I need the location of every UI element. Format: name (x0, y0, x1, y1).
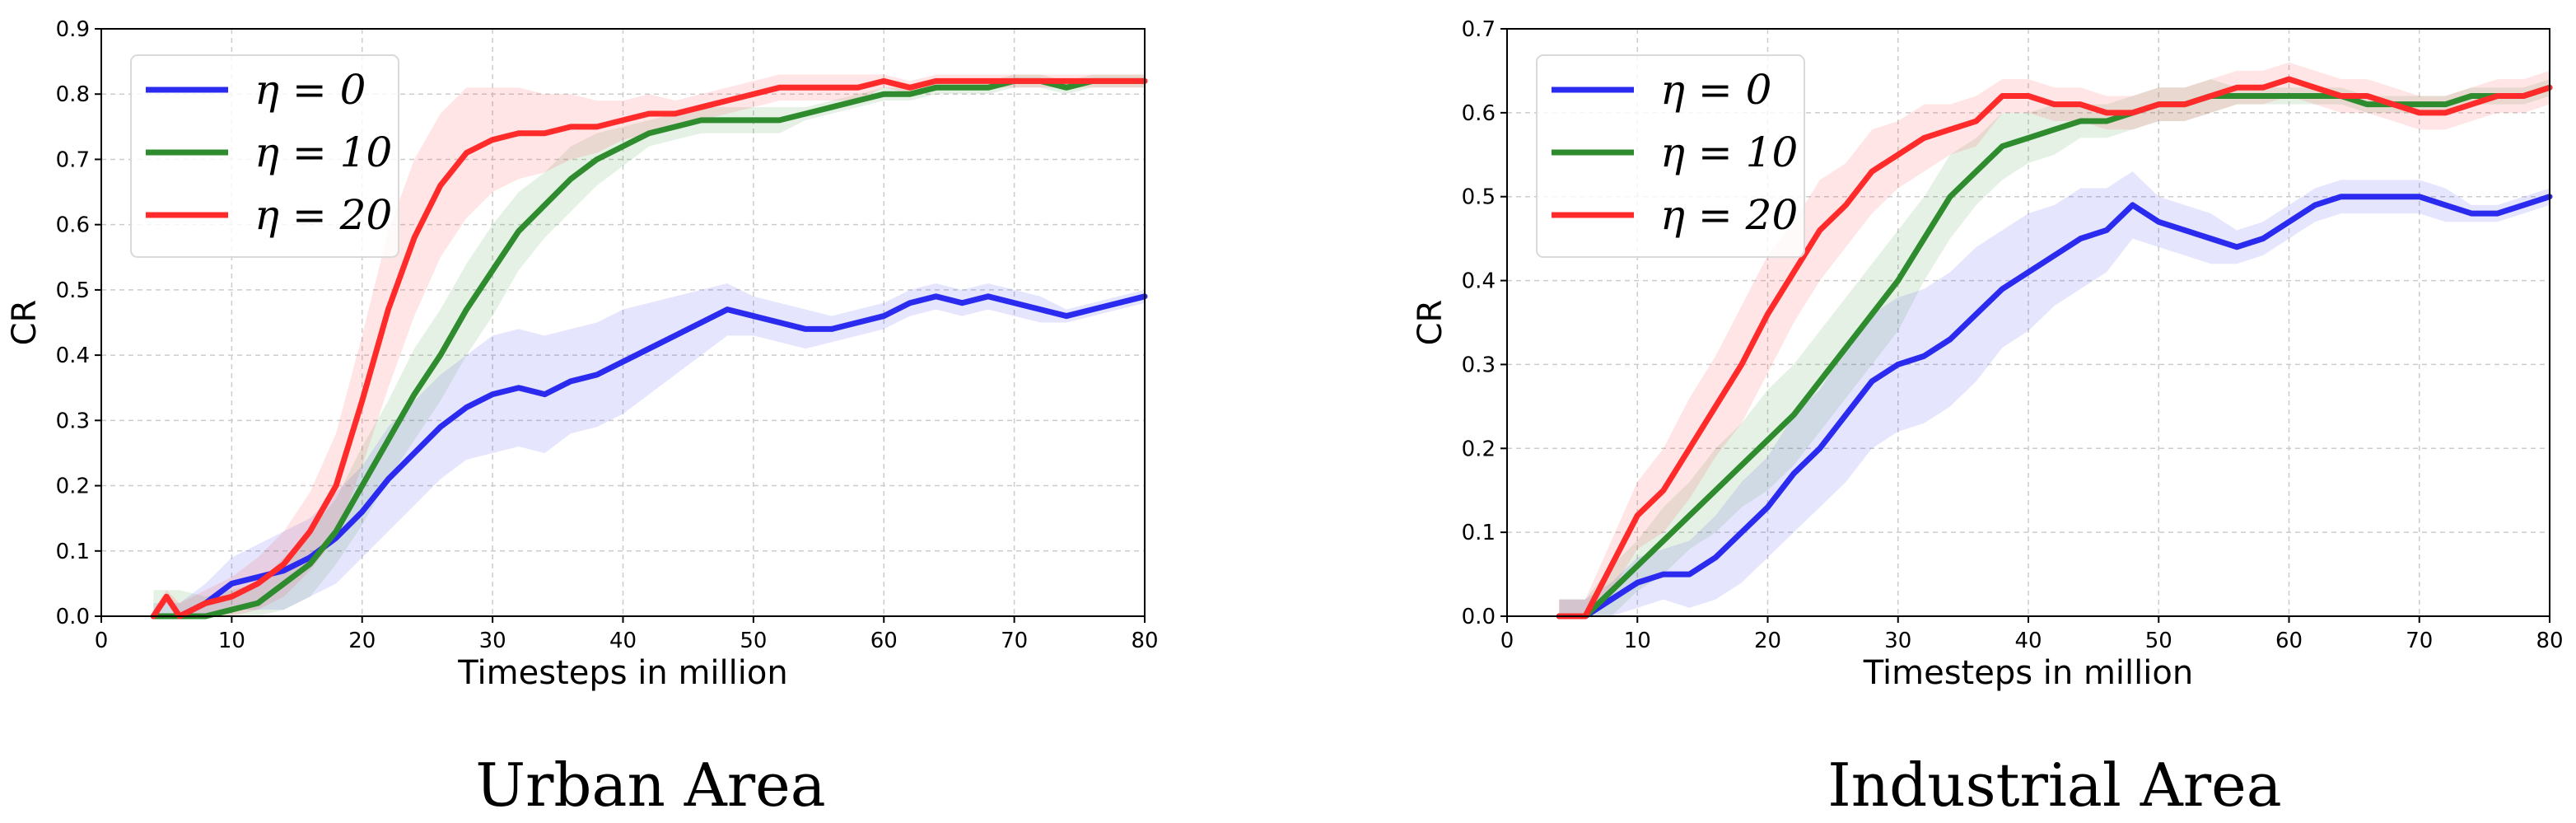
x-tick-label: 30 (1884, 629, 1911, 653)
series-line-20 (150, 77, 1148, 620)
x-axis-label: Timesteps in million (457, 654, 787, 692)
x-tick-label: 50 (740, 629, 767, 653)
y-tick-label: 0.9 (56, 17, 90, 42)
series-line-20 (1556, 76, 2553, 620)
series-band-10 (1559, 79, 2550, 617)
y-tick-label: 0.8 (56, 82, 90, 107)
y-tick-label: 0.1 (1462, 521, 1496, 545)
legend-label: η = 10 (254, 129, 392, 176)
x-axis: 0 10 20 30 40 50 60 70 80 Timesteps in million (95, 616, 1159, 692)
x-axis: 0 10 20 30 40 50 60 70 80 Timesteps in million (1500, 616, 2564, 692)
series-band-20 (1559, 62, 2550, 616)
y-tick-label: 0.7 (56, 147, 90, 172)
y-tick-label: 0.2 (56, 475, 90, 499)
x-tick-label: 20 (1754, 629, 1781, 653)
y-tick-label: 0.6 (56, 213, 90, 238)
legend-label: η = 20 (1660, 191, 1798, 239)
legend-item-20: η = 20 (1552, 191, 1798, 239)
x-tick-label: 70 (1001, 629, 1028, 653)
panel-title: Industrial Area (1827, 751, 2281, 820)
legend-item-0: η = 0 (1552, 66, 1771, 114)
x-tick-label: 60 (870, 629, 898, 653)
y-axis: 0.0 0.1 0.2 0.3 0.4 0.5 0.6 0.7 0.8 0.9 CR (6, 17, 101, 629)
y-tick-label: 0.7 (1462, 17, 1496, 42)
legend-label: η = 10 (1660, 129, 1798, 176)
x-axis-label: Timesteps in million (1863, 654, 2193, 692)
plot-area (150, 74, 1148, 620)
x-tick-label: 40 (2014, 629, 2042, 653)
y-tick-label: 0.1 (56, 540, 90, 564)
chart-panel-industrial: 0 10 20 30 40 50 60 70 80 Timesteps in million 0.0… (1412, 17, 2564, 820)
legend-item-0: η = 0 (146, 66, 366, 114)
x-tick-label: 10 (218, 629, 245, 653)
legend: η = 0 η = 10 η = 20 (130, 54, 399, 258)
panel-title: Urban Area (475, 751, 825, 820)
x-tick-label: 10 (1624, 629, 1651, 653)
y-tick-label: 0.0 (56, 605, 90, 629)
y-tick-label: 0.4 (56, 344, 90, 368)
x-tick-label: 20 (348, 629, 376, 653)
legend-item-10: η = 10 (1552, 129, 1798, 176)
y-tick-label: 0.3 (56, 409, 90, 433)
legend-label: η = 0 (1660, 66, 1771, 114)
legend-box (1536, 54, 1805, 258)
legend-item-10: η = 10 (146, 129, 392, 176)
x-tick-label: 0 (95, 629, 109, 653)
y-axis-label: CR (6, 300, 44, 346)
y-tick-label: 0.6 (1462, 101, 1496, 126)
y-axis: 0.0 0.1 0.2 0.3 0.4 0.5 0.6 0.7 CR (1412, 17, 1507, 629)
legend-label: η = 20 (254, 191, 392, 239)
x-tick-label: 0 (1500, 629, 1514, 653)
x-tick-label: 50 (2145, 629, 2172, 653)
x-tick-label: 30 (479, 629, 506, 653)
y-tick-label: 0.5 (1462, 185, 1496, 210)
x-tick-label: 70 (2406, 629, 2433, 653)
x-tick-label: 40 (609, 629, 637, 653)
x-tick-label: 60 (2275, 629, 2303, 653)
series-line-10 (150, 77, 1148, 620)
y-tick-label: 0.3 (1462, 353, 1496, 377)
legend-item-20: η = 20 (146, 191, 392, 239)
chart-panel-urban: 0 10 20 30 40 50 60 70 80 Timesteps in million 0.0… (6, 17, 1159, 820)
y-tick-label: 0.0 (1462, 605, 1496, 629)
legend-label: η = 0 (254, 66, 366, 114)
x-tick-label: 80 (2536, 629, 2563, 653)
y-tick-label: 0.5 (56, 278, 90, 303)
y-tick-label: 0.2 (1462, 437, 1496, 461)
series-band-0 (1559, 171, 2550, 616)
x-tick-label: 80 (1131, 629, 1158, 653)
y-tick-label: 0.4 (1462, 269, 1496, 294)
legend-box (130, 54, 399, 258)
series-line-0 (1556, 194, 2553, 620)
y-axis-label: CR (1412, 300, 1449, 346)
plot-area (1556, 62, 2553, 620)
series-band-20 (153, 74, 1146, 616)
legend: η = 0 η = 10 η = 20 (1536, 54, 1805, 258)
